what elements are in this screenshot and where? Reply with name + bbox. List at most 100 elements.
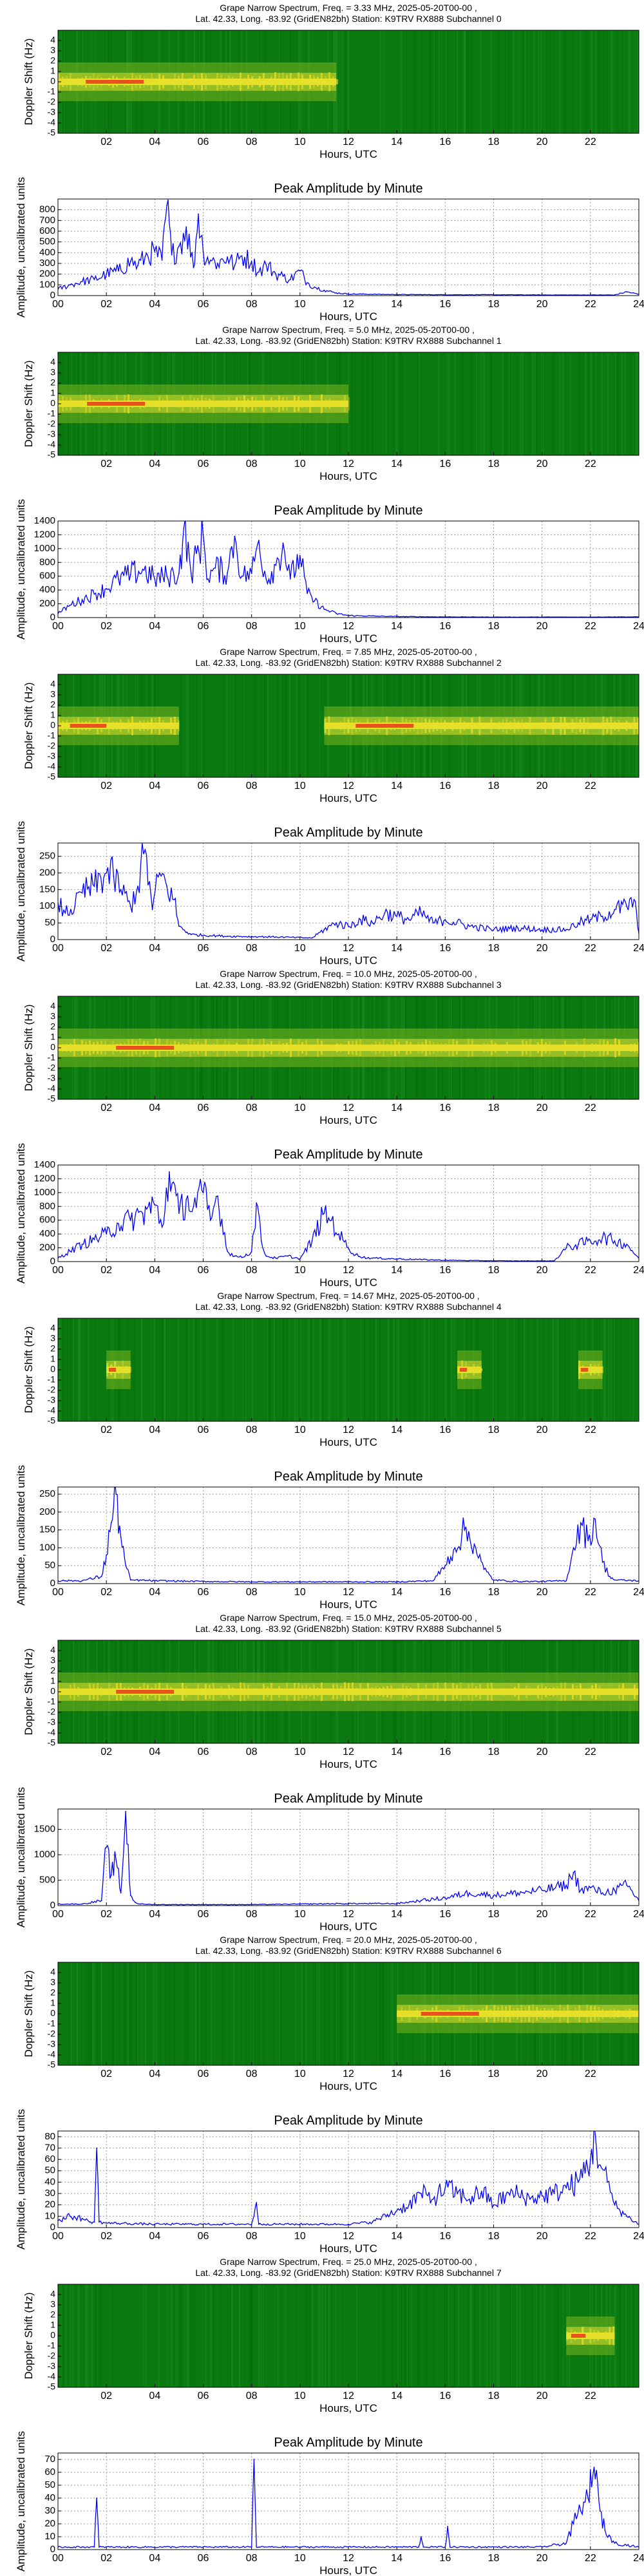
amplitude-data-point [282, 542, 284, 544]
spectrum-xtick-label: 20 [536, 459, 548, 469]
amplitude-data-point [493, 294, 495, 296]
spectrum-noise-stripe [510, 352, 511, 455]
spectrum-fluctuation [420, 2011, 422, 2017]
spectrum-noise-stripe [248, 2284, 250, 2387]
amplitude-data-point [348, 1247, 349, 1249]
spectrum-noise-stripe [502, 352, 504, 455]
spectrum-fluctuation [224, 78, 226, 86]
amplitude-frame [57, 520, 639, 618]
amplitude-data-point [553, 1260, 555, 1262]
spectrum-noise-stripe [598, 30, 601, 133]
spectrum-fluctuation [455, 722, 458, 730]
amplitude-data-point [408, 2204, 410, 2206]
spectrum-noise-stripe [404, 2284, 406, 2387]
spectrum-fluctuation [147, 721, 149, 731]
spectrum-noise-stripe [534, 30, 535, 133]
amplitude-data-point [144, 256, 146, 258]
amplitude-title: Peak Amplitude by Minute [274, 182, 422, 196]
spectrum-fluctuation [611, 1044, 612, 1052]
spectrum-noise-stripe [341, 2284, 344, 2387]
amplitude-data-point [100, 1576, 102, 1577]
spectrum-fluctuation [213, 1683, 214, 1701]
amplitude-data-point [330, 1219, 332, 1221]
spectrum-fluctuation [379, 1042, 381, 1054]
spectrum-fluctuation [410, 1041, 412, 1054]
spectrum-fluctuation [267, 1043, 269, 1052]
spectrum-carrier [58, 723, 179, 729]
amplitude-ytick-label: 200 [39, 1506, 55, 1517]
spectrum-fluctuation [216, 73, 218, 91]
spectrum-heatmap [58, 674, 639, 777]
spectrum-noise-stripe [317, 2284, 319, 2387]
spectrum-noise-stripe [532, 2284, 533, 2387]
amplitude-data-point [185, 226, 187, 228]
amplitude-data-point [626, 905, 628, 907]
spectrum-fluctuation [66, 1689, 68, 1695]
spectrum-fluctuation [495, 1690, 497, 1694]
amplitude-data-point [541, 2546, 543, 2548]
spectrum-ytick-label: -5 [48, 1416, 56, 1426]
spectrum-noise-stripe [454, 30, 455, 133]
spectrum-fluctuation [270, 1041, 272, 1055]
spectrum-noise-stripe [178, 2284, 180, 2387]
amplitude-xtick-label: 08 [246, 1587, 258, 1598]
spectrum-noise-stripe [249, 1962, 251, 2065]
amplitude-frame [57, 2130, 639, 2228]
spectrum-noise-stripe [375, 1318, 377, 1421]
spectrum-xtick-label: 14 [391, 2391, 402, 2401]
spectrum-noise-stripe [611, 30, 612, 133]
amplitude-xtick-label: 00 [52, 2231, 64, 2242]
spectrum-xtick-label: 02 [100, 1103, 112, 1113]
spectrum-fluctuation [471, 1682, 473, 1701]
spectrum-fluctuation [328, 716, 330, 735]
spectrum-fluctuation [259, 400, 261, 408]
amplitude-data-point [573, 2523, 574, 2524]
spectrum-fluctuation [545, 1042, 547, 1054]
amplitude-data-point [251, 573, 252, 574]
amplitude-data-point [93, 886, 95, 887]
amplitude-xtick-label: 16 [439, 299, 451, 310]
spectrum-noise-stripe [480, 352, 482, 455]
spectrum-fluctuation [456, 1685, 458, 1699]
amplitude-data-point [565, 1884, 567, 1886]
spectrum-fluctuation [478, 716, 481, 735]
spectrum-noise-stripe [428, 1318, 430, 1421]
spectrum-noise-stripe [446, 30, 449, 133]
spectrum-noise-stripe [253, 674, 255, 777]
amplitude-data-point [251, 260, 252, 262]
spectrum-noise-stripe [549, 30, 551, 133]
spectrum-heatmap [58, 996, 639, 1099]
spectrum-fluctuation [359, 1039, 361, 1057]
spectrum-noise-stripe [298, 674, 300, 777]
amplitude-data-point [115, 1493, 117, 1495]
spectrum-xtick-label: 02 [100, 781, 112, 791]
spectrum-fluctuation [267, 401, 269, 407]
spectrum-fluctuation [607, 1041, 609, 1056]
spectrum-fluctuation [594, 1365, 596, 1375]
spectrum-fluctuation [517, 720, 520, 732]
spectrum-fluctuation [332, 402, 334, 406]
spectrum-fluctuation [533, 723, 535, 729]
amplitude-data-point [307, 282, 308, 283]
spectrum-fluctuation [497, 2006, 500, 2022]
amplitude-ytick-label: 400 [39, 584, 55, 595]
spectrum-fluctuation [189, 78, 191, 86]
amplitude-data-point [578, 922, 579, 923]
spectrum-fluctuation [417, 1042, 419, 1054]
spectrum-noise-stripe [243, 2284, 245, 2387]
spectrum-noise-stripe [354, 352, 356, 455]
spectrum-noise-stripe [572, 30, 574, 133]
spectrum-noise-stripe [365, 1962, 366, 2065]
amplitude-xtick-label: 08 [246, 2553, 258, 2564]
amplitude-ytick-label: 400 [39, 1228, 55, 1239]
amplitude-ytick-label: 70 [44, 2454, 55, 2465]
spectrum-noise-stripe [446, 2284, 448, 2387]
spectrum-noise-stripe [243, 674, 245, 777]
spectrum-fluctuation [571, 2011, 573, 2016]
spectrum-fluctuation [533, 1690, 535, 1694]
spectrum-noise-stripe [201, 1318, 203, 1421]
amplitude-xtick-label: 00 [52, 2553, 64, 2564]
spectrum-fluctuation [626, 1045, 628, 1051]
amplitude-xtick-label: 20 [536, 1265, 548, 1276]
amplitude-ylabel: Amplitude, uncalibrated units [15, 2431, 27, 2571]
